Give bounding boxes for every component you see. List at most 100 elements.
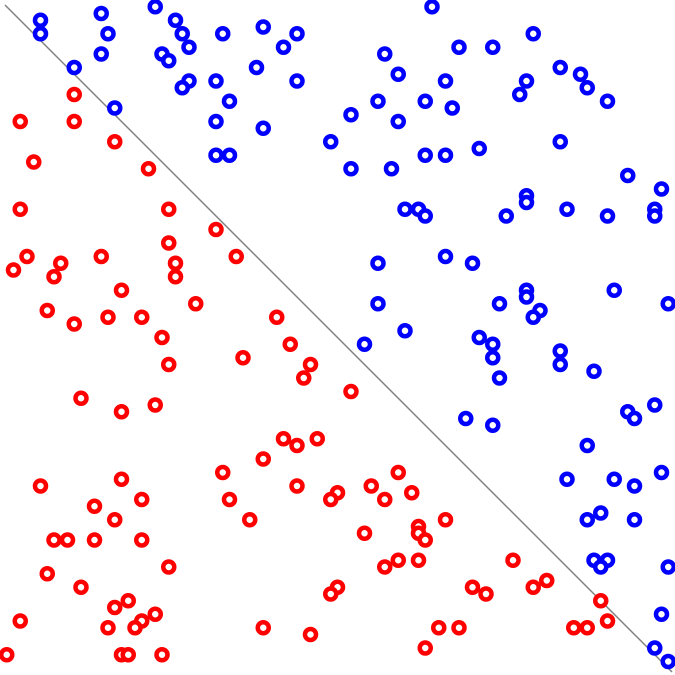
data-point [620,167,636,184]
data-point [134,309,150,325]
data-point [12,201,28,217]
data-point [471,329,487,346]
data-point [525,26,541,42]
data-point [606,471,622,487]
data-point [161,356,177,373]
data-point [552,134,568,150]
data-point [66,59,82,76]
data-point [100,26,116,42]
data-point [660,559,675,575]
data-point [323,586,339,602]
data-point [107,512,123,528]
data-point [255,451,271,467]
series-0 [32,0,675,670]
data-point [208,113,224,130]
data-point [275,431,292,447]
data-point [221,491,238,508]
data-point [242,512,258,528]
data-point [593,593,609,609]
data-point [485,417,501,433]
data-point [255,19,271,35]
data-point [593,559,609,575]
data-point [397,323,413,339]
data-point [59,532,76,548]
data-point [161,201,177,217]
data-point [302,356,319,373]
data-point [485,336,501,352]
data-point [93,46,109,62]
data-point [518,194,535,211]
data-point [73,390,89,406]
data-point [599,208,616,224]
data-point [552,356,568,373]
data-point [46,532,62,548]
data-point [100,309,116,325]
data-point [464,579,481,595]
data-point [53,255,69,271]
data-point [626,512,643,528]
data-point [120,593,136,609]
data-point [377,491,393,508]
data-point [93,248,109,265]
data-point [66,86,82,103]
data-point [0,647,15,663]
data-point [471,140,487,157]
data-point [572,66,589,82]
data-point [120,647,136,663]
data-point [390,552,406,568]
data-point [431,620,447,636]
data-point [377,559,393,575]
data-point [599,93,616,109]
data-point [390,464,406,481]
data-point [660,653,675,670]
data-point [343,107,359,123]
data-point [323,134,339,150]
data-point [275,39,292,55]
data-point [161,235,177,251]
data-point [626,410,643,427]
data-point [505,552,521,568]
data-point [32,26,49,42]
data-point [174,80,190,96]
data-point [559,471,575,487]
data-point [518,289,535,305]
data-point [437,512,454,528]
data-point [93,5,109,22]
data-point [606,282,622,298]
data-point [356,336,373,352]
data-point [383,161,400,177]
data-point [464,255,481,271]
data-point [161,559,177,575]
data-point [107,100,123,116]
data-point [437,73,454,89]
data-point [370,93,386,109]
data-point [302,626,319,643]
data-point [552,59,568,76]
data-point [363,478,379,494]
data-point [525,579,541,595]
data-point [586,363,602,379]
data-point [417,532,433,548]
data-point [485,350,501,366]
data-point [147,397,163,413]
data-point [390,113,406,130]
boundary-line-layer [4,4,673,673]
data-point [647,640,663,656]
data-point [26,154,42,170]
data-point [417,640,433,656]
data-point [451,620,467,636]
data-point [552,343,568,359]
data-point [66,113,82,130]
data-point [12,113,28,130]
data-point [181,39,197,55]
data-point [653,464,670,481]
data-point [147,0,163,15]
data-point [188,296,204,312]
data-point [579,620,595,636]
data-point [46,269,62,285]
data-point [566,620,582,636]
series-1 [0,86,616,663]
data-point [390,66,406,82]
